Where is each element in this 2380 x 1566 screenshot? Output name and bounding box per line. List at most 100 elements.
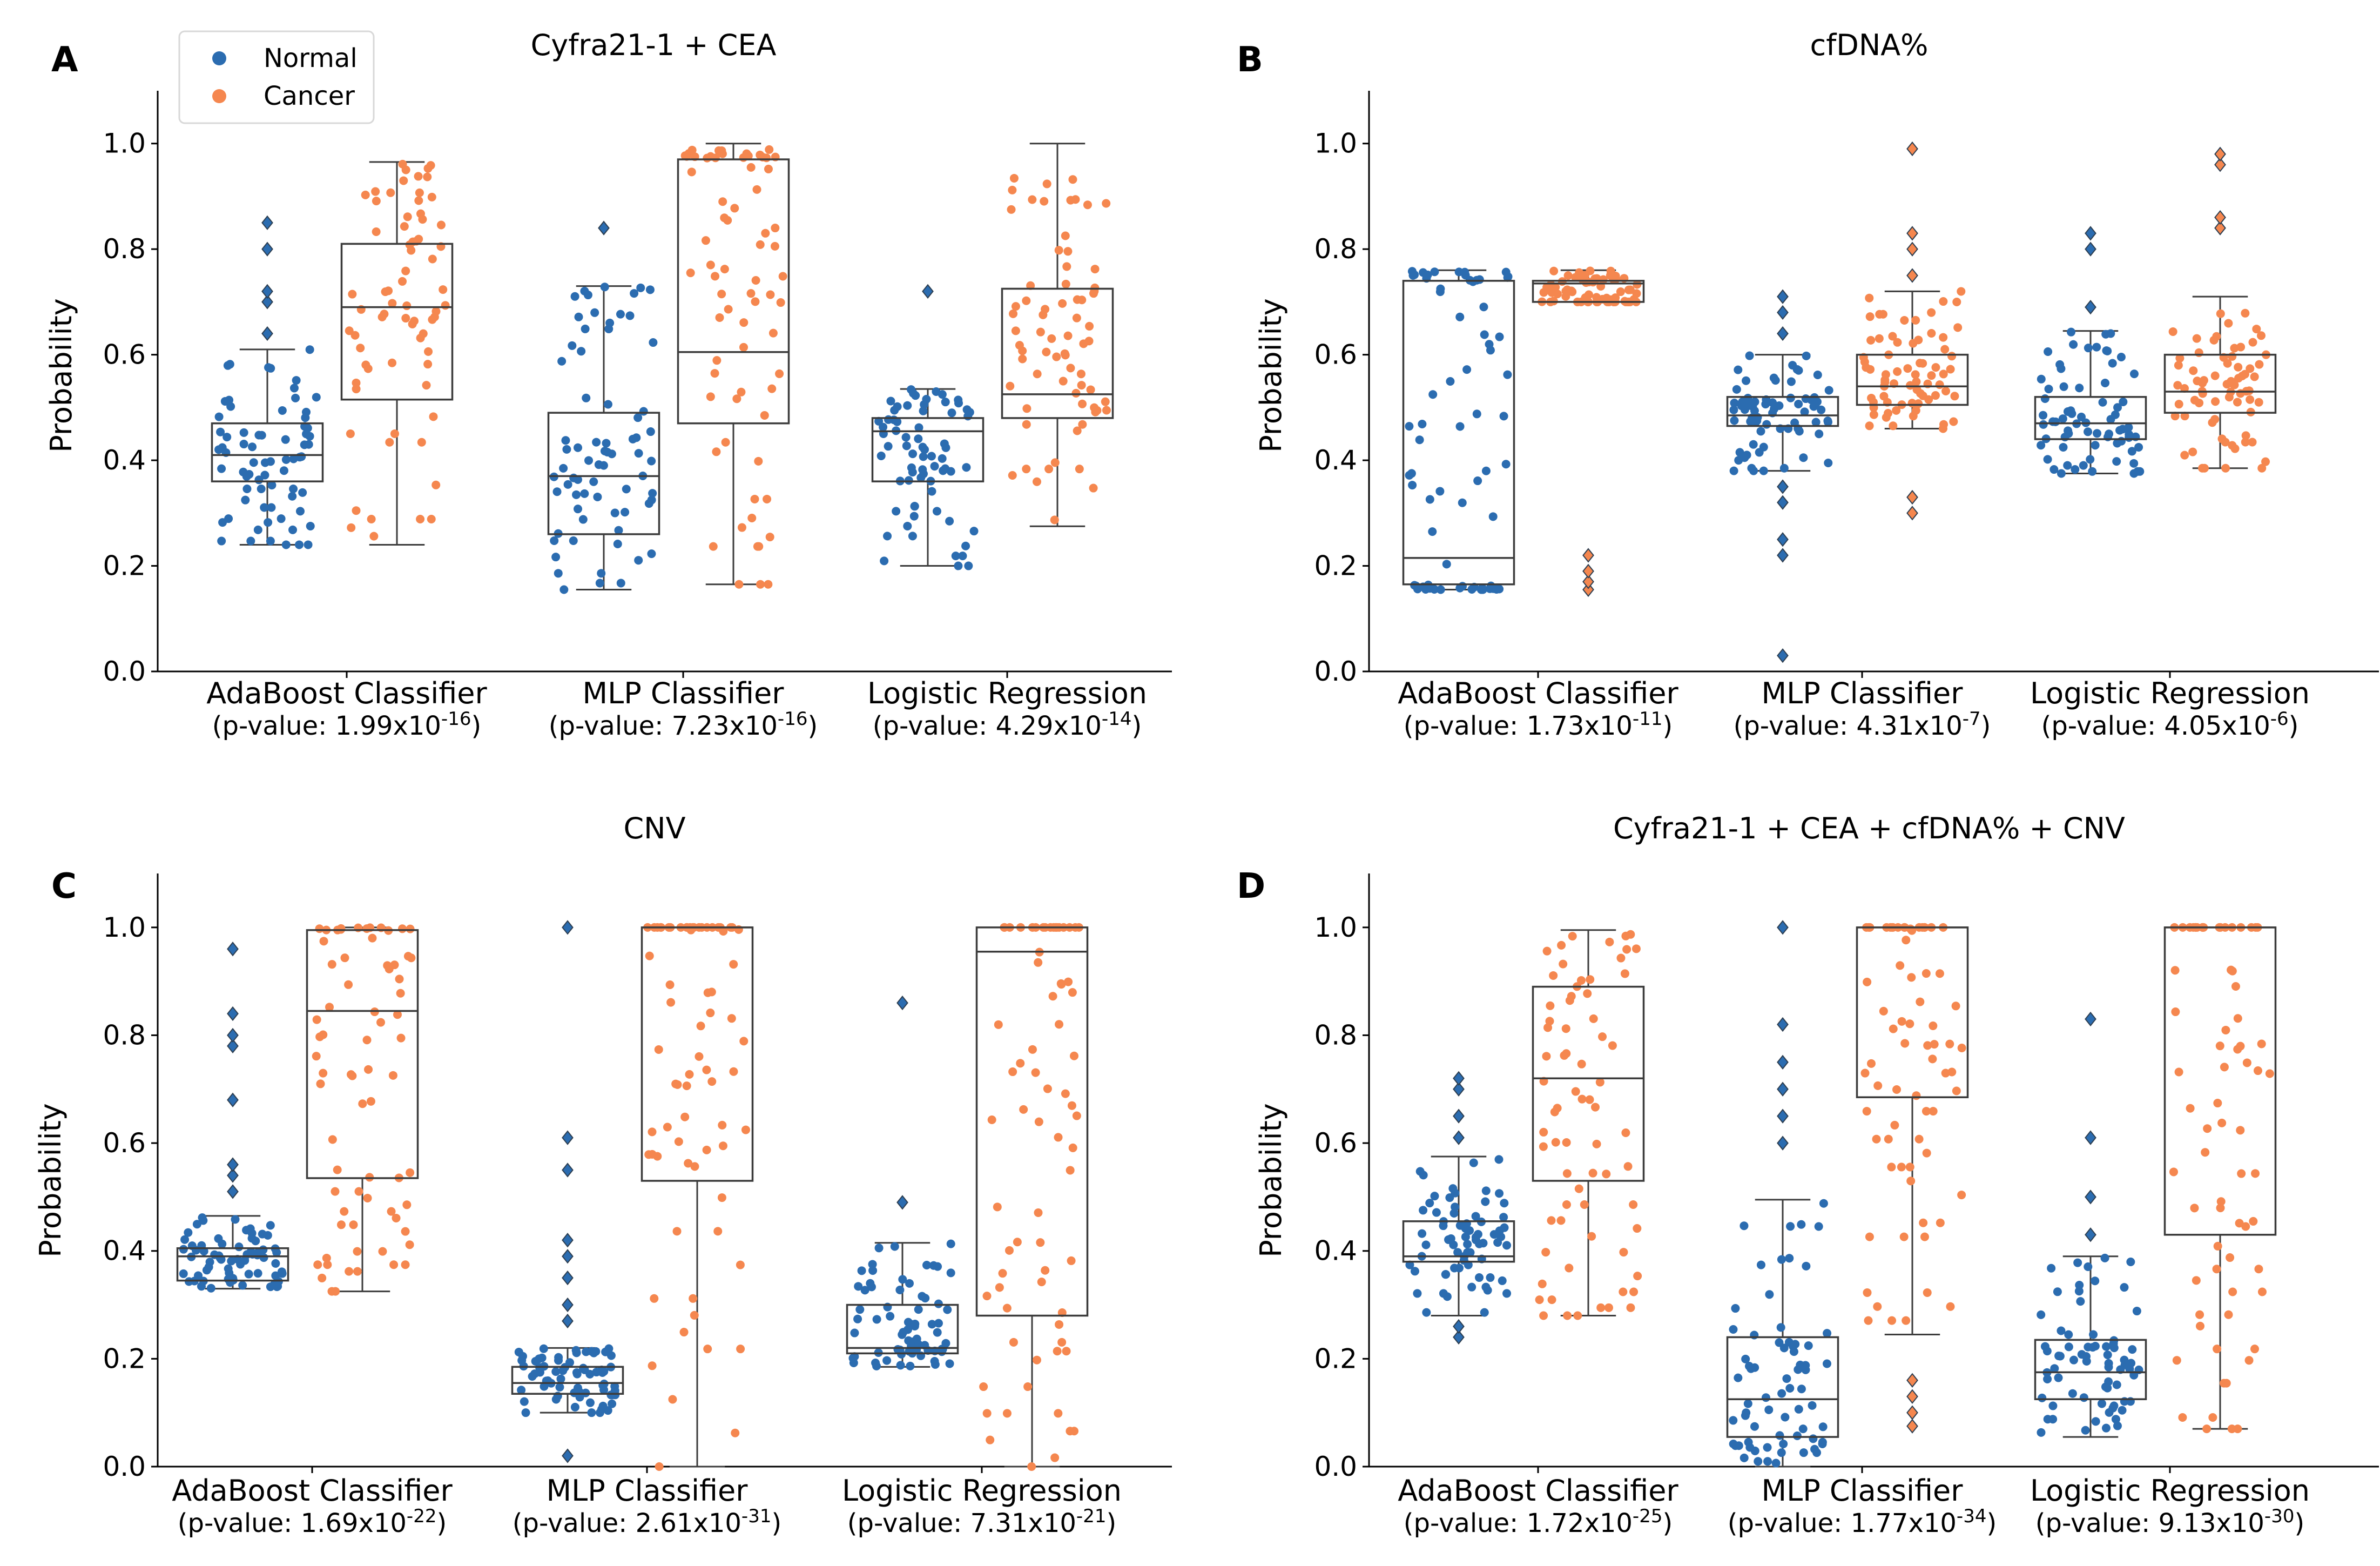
normal-point bbox=[905, 1279, 914, 1288]
normal-point bbox=[850, 1352, 859, 1361]
normal-point bbox=[2082, 1356, 2091, 1366]
p-value-exponent: -31 bbox=[741, 1505, 772, 1527]
cancer-point bbox=[319, 937, 328, 946]
normal-outlier bbox=[562, 1448, 574, 1463]
cancer-point bbox=[717, 290, 726, 299]
normal-outlier bbox=[1777, 289, 1789, 304]
cancer-point bbox=[770, 241, 779, 251]
cancer-point bbox=[1055, 1320, 1064, 1329]
normal-point bbox=[281, 540, 291, 549]
normal-point bbox=[934, 1299, 943, 1308]
p-value-exponent: -6 bbox=[2270, 708, 2289, 730]
normal-point bbox=[239, 428, 248, 437]
normal-point bbox=[2112, 457, 2121, 466]
normal-point bbox=[2037, 374, 2046, 384]
normal-point bbox=[1446, 1234, 1455, 1243]
p-value-close: ) bbox=[1662, 711, 1673, 741]
cancer-point bbox=[2192, 334, 2201, 343]
cancer-point bbox=[1896, 961, 1905, 970]
cancer-point bbox=[1076, 369, 1086, 379]
normal-point bbox=[2059, 382, 2068, 391]
p-value-label: (p-value: 7.31x10-21) bbox=[847, 1505, 1116, 1538]
normal-point bbox=[2108, 359, 2117, 368]
normal-point bbox=[613, 540, 622, 549]
normal-point bbox=[932, 507, 941, 516]
cancer-point bbox=[1054, 1409, 1063, 1418]
p-value-label: (p-value: 1.72x10-25) bbox=[1404, 1505, 1673, 1538]
normal-point bbox=[1800, 407, 1809, 416]
normal-outlier bbox=[261, 294, 273, 310]
normal-point bbox=[614, 526, 623, 535]
normal-point bbox=[946, 1268, 955, 1278]
normal-point bbox=[272, 1248, 281, 1257]
normal-point bbox=[306, 521, 315, 530]
category-label: AdaBoost Classifier bbox=[206, 676, 487, 710]
normal-point bbox=[551, 1395, 561, 1404]
cancer-outlier bbox=[1906, 1419, 1918, 1434]
cancer-point bbox=[666, 998, 676, 1007]
normal-point bbox=[253, 525, 262, 534]
cancer-point bbox=[352, 506, 361, 515]
normal-point bbox=[1729, 1416, 1738, 1425]
cancer-point bbox=[1927, 308, 1936, 317]
y-tick-label: 0.8 bbox=[1314, 1019, 1357, 1051]
normal-point bbox=[2098, 398, 2107, 407]
normal-point bbox=[2086, 455, 2095, 464]
cancer-point bbox=[347, 523, 356, 532]
normal-point bbox=[886, 1312, 895, 1321]
legend-normal-label: Normal bbox=[264, 43, 358, 73]
cancer-point bbox=[1009, 173, 1019, 183]
cancer-point bbox=[1907, 399, 1917, 408]
cancer-point bbox=[1542, 946, 1552, 956]
cancer-point bbox=[1068, 175, 1077, 184]
p-value-exponent: -34 bbox=[1957, 1505, 1987, 1527]
cancer-point bbox=[1009, 1338, 1018, 1347]
cancer-point bbox=[422, 381, 431, 390]
cancer-point bbox=[2170, 966, 2180, 975]
normal-point bbox=[565, 1358, 575, 1367]
normal-point bbox=[289, 484, 298, 493]
normal-point bbox=[2126, 1258, 2135, 1267]
normal-point bbox=[1446, 377, 1455, 386]
cancer-point bbox=[1929, 1107, 1938, 1116]
cancer-point bbox=[2203, 1124, 2212, 1133]
normal-point bbox=[943, 1305, 952, 1314]
cancer-point bbox=[712, 356, 722, 365]
cancer-point bbox=[2236, 1041, 2245, 1051]
cancer-point bbox=[401, 314, 410, 323]
normal-point bbox=[644, 499, 653, 508]
normal-point bbox=[559, 585, 569, 594]
y-tick-label: 0.6 bbox=[103, 339, 146, 371]
normal-point bbox=[1762, 420, 1771, 429]
normal-point bbox=[1775, 1338, 1784, 1347]
cancer-point bbox=[2224, 1310, 2233, 1319]
cancer-point bbox=[753, 542, 762, 551]
cancer-point bbox=[721, 438, 730, 447]
cancer-point bbox=[372, 227, 381, 237]
p-value-close: ) bbox=[771, 1508, 781, 1538]
normal-point bbox=[1475, 1273, 1484, 1282]
cancer-point bbox=[352, 378, 361, 387]
p-value-close: ) bbox=[1131, 711, 1142, 741]
y-tick-label: 0.2 bbox=[1314, 1343, 1357, 1374]
cancer-point bbox=[1616, 287, 1625, 297]
normal-point bbox=[930, 1357, 939, 1366]
cancer-point bbox=[776, 298, 785, 307]
normal-point bbox=[2084, 427, 2093, 436]
normal-point bbox=[892, 507, 901, 516]
normal-point bbox=[297, 452, 306, 461]
y-tick-label: 1.0 bbox=[1314, 912, 1357, 943]
normal-point bbox=[647, 456, 656, 466]
normal-point bbox=[1442, 1292, 1452, 1301]
normal-point bbox=[603, 400, 612, 409]
normal-point bbox=[1494, 1155, 1503, 1164]
normal-outlier bbox=[227, 1027, 239, 1043]
cancer-point bbox=[729, 960, 738, 969]
cancer-point bbox=[406, 924, 415, 933]
normal-point bbox=[938, 454, 947, 463]
normal-point bbox=[271, 1259, 280, 1268]
normal-point bbox=[244, 1269, 253, 1279]
normal-point bbox=[1799, 1448, 1808, 1457]
normal-point bbox=[914, 434, 923, 443]
